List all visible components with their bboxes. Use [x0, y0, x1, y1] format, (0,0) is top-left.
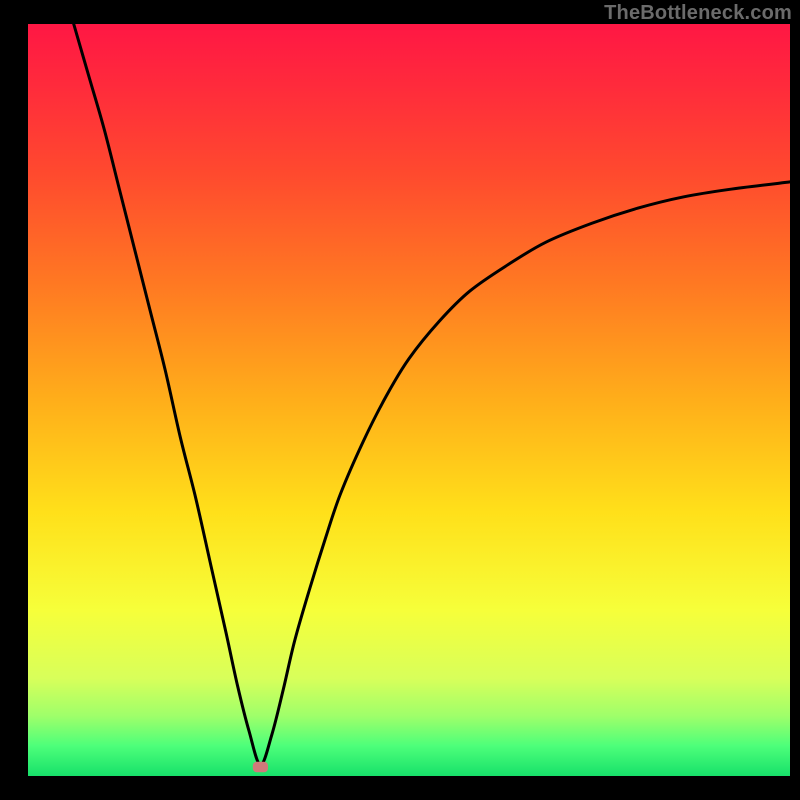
bottleneck-chart	[0, 0, 800, 800]
curve-minimum-marker	[253, 762, 268, 773]
chart-container: TheBottleneck.com	[0, 0, 800, 800]
chart-plot-area	[28, 24, 790, 776]
watermark-text: TheBottleneck.com	[604, 2, 792, 25]
